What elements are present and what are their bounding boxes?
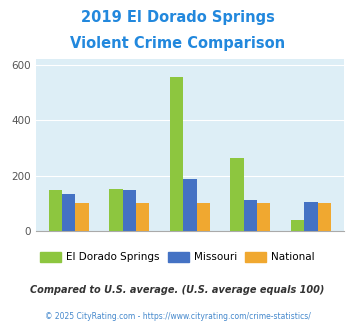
Text: 2019 El Dorado Springs: 2019 El Dorado Springs: [81, 10, 274, 25]
Bar: [76, 203, 89, 231]
Text: Violent Crime Comparison: Violent Crime Comparison: [70, 36, 285, 51]
Bar: [49, 190, 62, 231]
Bar: [257, 203, 271, 231]
Bar: [230, 158, 244, 231]
Bar: [170, 77, 183, 231]
Bar: [197, 203, 210, 231]
Bar: [183, 179, 197, 231]
Bar: [123, 190, 136, 231]
Text: © 2025 CityRating.com - https://www.cityrating.com/crime-statistics/: © 2025 CityRating.com - https://www.city…: [45, 312, 310, 321]
Bar: [109, 189, 123, 231]
Bar: [136, 203, 149, 231]
Bar: [244, 200, 257, 231]
Bar: [62, 194, 76, 231]
Bar: [291, 220, 304, 231]
Bar: [318, 203, 331, 231]
Legend: El Dorado Springs, Missouri, National: El Dorado Springs, Missouri, National: [36, 248, 319, 267]
Bar: [304, 203, 318, 231]
Text: Compared to U.S. average. (U.S. average equals 100): Compared to U.S. average. (U.S. average …: [30, 285, 325, 295]
